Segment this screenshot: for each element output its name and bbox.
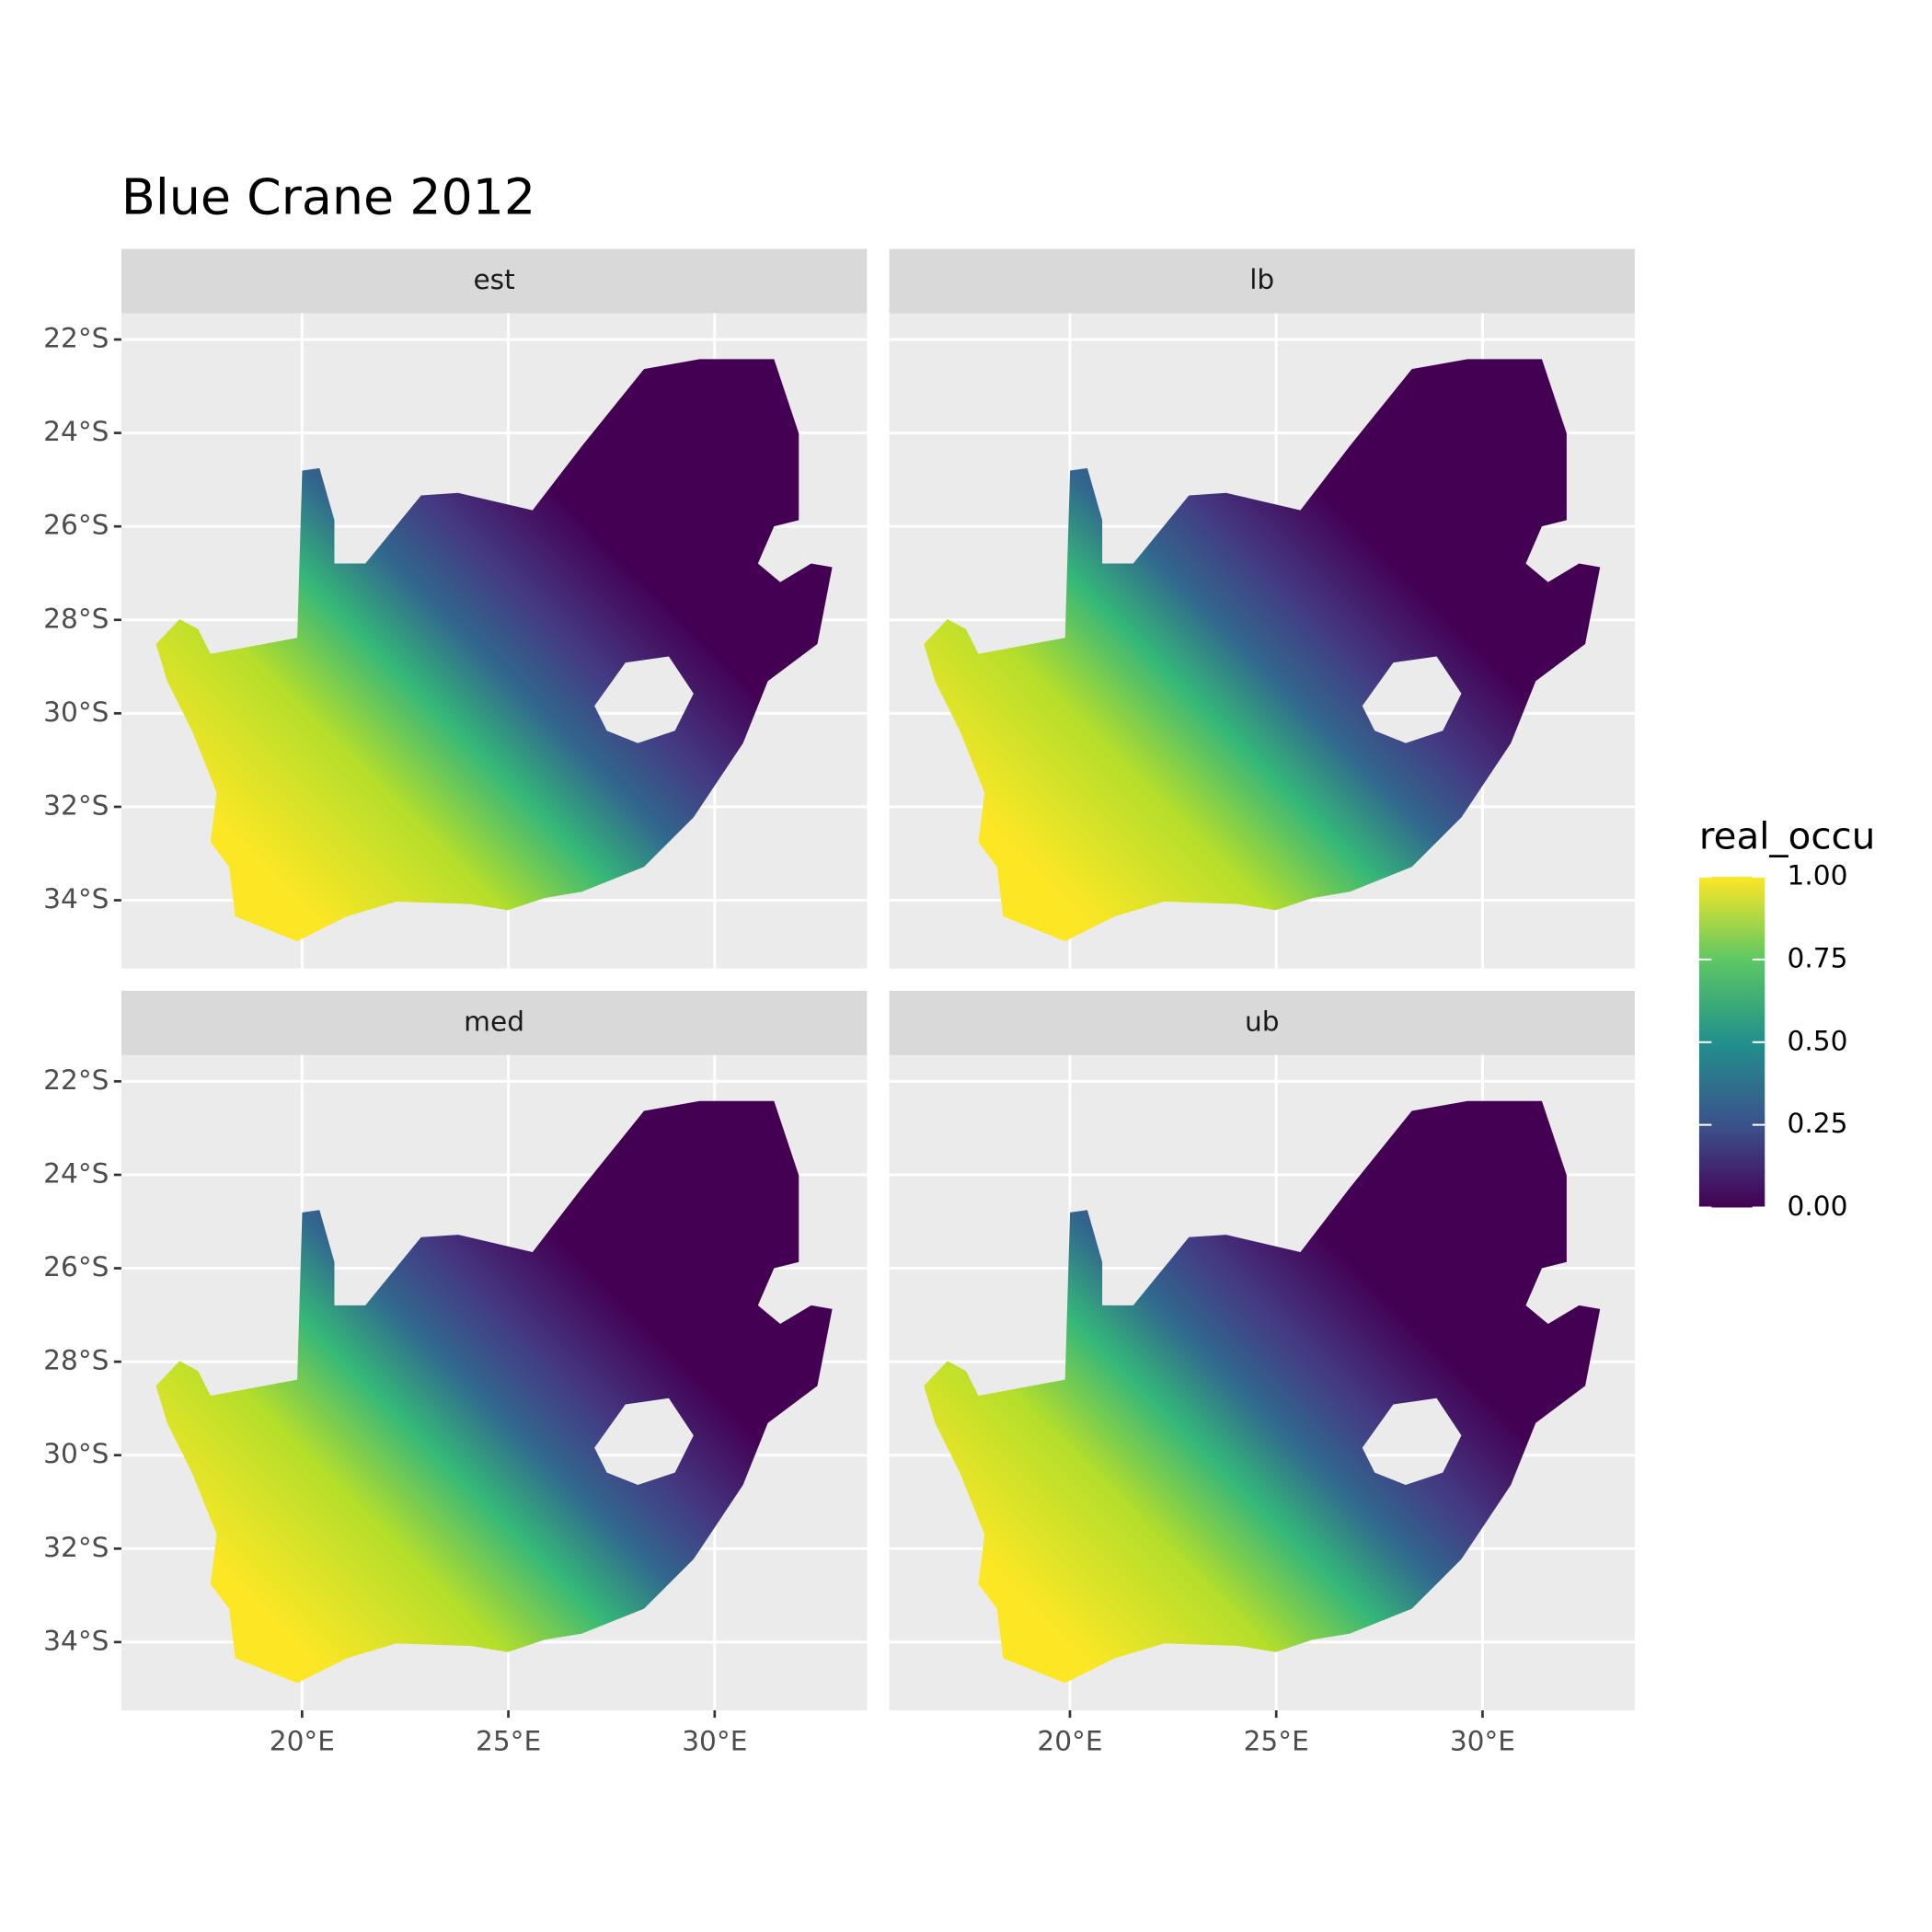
- strip-label: med: [464, 1006, 524, 1037]
- y-tick-label: 34°S: [43, 1625, 109, 1656]
- strip: [121, 990, 868, 1055]
- x-tick-label: 20°E: [270, 1726, 335, 1757]
- legend-tick-label: 1.00: [1788, 860, 1848, 891]
- strip: [889, 990, 1635, 1055]
- chart-title: Blue Crane 2012: [121, 168, 535, 226]
- y-tick-label: 26°S: [43, 510, 109, 541]
- legend-tick-label: 0.50: [1788, 1025, 1848, 1056]
- y-tick-label: 22°S: [43, 1064, 109, 1096]
- panels: est 22°S 24°S 26°S 28°S 30°S 32°S 34°S lb med 22°S…: [43, 248, 1635, 1757]
- strip-label: est: [473, 264, 514, 295]
- y-tick-label: 34°S: [43, 883, 109, 914]
- legend: real_occu 0.00 0.25 0.50 0.75 1.00: [1698, 814, 1875, 1222]
- y-tick-label: 30°S: [43, 696, 109, 728]
- facet-panel: med 22°S 24°S 26°S 28°S 30°S 32°S 34°S 20°E 25°E 3…: [43, 990, 868, 1757]
- facet-panel: lb: [889, 248, 1635, 969]
- strip: [889, 248, 1635, 314]
- facet-panel: est 22°S 24°S 26°S 28°S 30°S 32°S 34°S: [43, 248, 868, 969]
- y-tick-label: 24°S: [43, 1157, 109, 1189]
- y-tick-label: 24°S: [43, 416, 109, 447]
- legend-tick-label: 0.00: [1788, 1190, 1848, 1222]
- y-tick-label: 28°S: [43, 603, 109, 634]
- legend-title: real_occu: [1699, 814, 1875, 857]
- y-tick-label: 32°S: [43, 1532, 109, 1563]
- y-tick-label: 32°S: [43, 789, 109, 821]
- strip: [121, 248, 868, 314]
- strip-label: ub: [1245, 1006, 1280, 1037]
- facet-panel: ub 20°E 25°E 30°E: [889, 990, 1635, 1757]
- x-tick-label: 25°E: [1244, 1726, 1309, 1757]
- x-tick-label: 30°E: [682, 1726, 747, 1757]
- x-tick-label: 25°E: [476, 1726, 541, 1757]
- legend-tick-label: 0.25: [1788, 1108, 1848, 1139]
- y-tick-label: 30°S: [43, 1438, 109, 1469]
- y-tick-label: 28°S: [43, 1345, 109, 1376]
- y-tick-label: 22°S: [43, 323, 109, 354]
- y-tick-label: 26°S: [43, 1251, 109, 1282]
- x-tick-label: 30°E: [1450, 1726, 1515, 1757]
- x-tick-label: 20°E: [1037, 1726, 1102, 1757]
- legend-tick-label: 0.75: [1788, 942, 1848, 973]
- strip-label: lb: [1249, 264, 1274, 295]
